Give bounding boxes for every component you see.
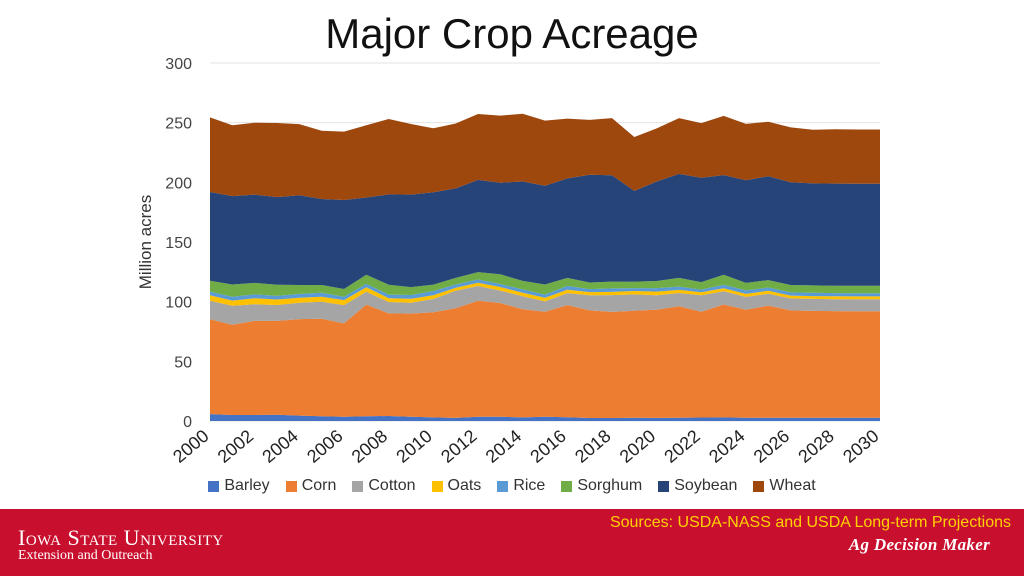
- legend-swatch: [208, 480, 220, 492]
- legend-item-cotton: Cotton: [352, 477, 416, 495]
- legend-item-wheat: Wheat: [753, 477, 816, 495]
- x-tick-label: 2000: [169, 426, 213, 467]
- x-tick-label: 2024: [705, 426, 749, 467]
- x-tick-label: 2018: [571, 426, 615, 467]
- area-corn: [210, 300, 880, 418]
- x-tick-label: 2002: [214, 426, 258, 467]
- legend-swatch: [753, 480, 765, 492]
- legend-item-sorghum: Sorghum: [561, 477, 642, 495]
- footer-bar: Iowa State University Extension and Outr…: [0, 509, 1024, 576]
- legend-item-corn: Corn: [285, 477, 337, 495]
- legend-label: Barley: [224, 477, 270, 494]
- legend-label: Cotton: [368, 477, 416, 494]
- sources-text: Sources: USDA-NASS and USDA Long-term Pr…: [609, 514, 1011, 531]
- y-tick-label: 50: [174, 354, 192, 371]
- area-barley: [210, 414, 880, 421]
- x-tick-label: 2012: [437, 426, 481, 467]
- area-soybean: [210, 173, 880, 289]
- y-axis-label: Million acres: [136, 195, 155, 289]
- y-tick-label: 250: [165, 116, 192, 133]
- x-tick-label: 2026: [750, 426, 794, 467]
- y-tick-label: 100: [165, 295, 192, 312]
- legend-label: Corn: [301, 477, 337, 494]
- x-tick-label: 2030: [839, 426, 883, 467]
- slide-title: Major Crop Acreage: [325, 10, 699, 57]
- x-tick-label: 2008: [348, 426, 392, 467]
- area-wheat: [210, 113, 880, 200]
- x-tick-label: 2010: [392, 426, 436, 467]
- x-tick-label: 2014: [482, 426, 526, 467]
- legend-label: Oats: [447, 477, 482, 494]
- legend-swatch: [658, 480, 670, 492]
- area-cotton: [210, 286, 880, 325]
- legend-label: Rice: [513, 477, 546, 494]
- x-tick-label: 2020: [616, 426, 660, 467]
- chart-legend: Barley Corn Cotton Oats Rice Sorghum Soybean Wh…: [0, 477, 1024, 495]
- legend-item-rice: Rice: [497, 477, 545, 495]
- area-rice: [210, 279, 880, 301]
- legend-item-oats: Oats: [431, 477, 482, 495]
- legend-label: Sorghum: [577, 477, 643, 494]
- y-tick-label: 150: [165, 235, 192, 252]
- isu-unit: Extension and Outreach: [18, 548, 153, 563]
- x-tick-label: 2028: [794, 426, 838, 467]
- isu-wordmark: Iowa State University: [18, 525, 224, 550]
- legend-swatch: [561, 480, 573, 492]
- x-tick-label: 2022: [660, 426, 704, 467]
- legend-swatch: [431, 480, 443, 492]
- legend-item-barley: Barley: [208, 477, 270, 495]
- legend-label: Soybean: [674, 477, 738, 494]
- y-tick-label: 200: [165, 175, 192, 192]
- x-tick-label: 2016: [526, 426, 570, 467]
- area-oats: [210, 282, 880, 306]
- legend-swatch: [497, 480, 509, 492]
- x-tick-label: 2004: [258, 426, 302, 467]
- y-tick-label: 0: [183, 414, 192, 431]
- y-tick-label: 300: [165, 56, 192, 73]
- area-sorghum: [210, 272, 880, 297]
- ag-decision-maker-brand: Ag Decision Maker: [848, 535, 990, 554]
- legend-swatch: [352, 480, 364, 492]
- legend-item-soybean: Soybean: [658, 477, 737, 495]
- x-tick-label: 2006: [303, 426, 347, 467]
- legend-swatch: [285, 480, 297, 492]
- legend-label: Wheat: [769, 477, 816, 494]
